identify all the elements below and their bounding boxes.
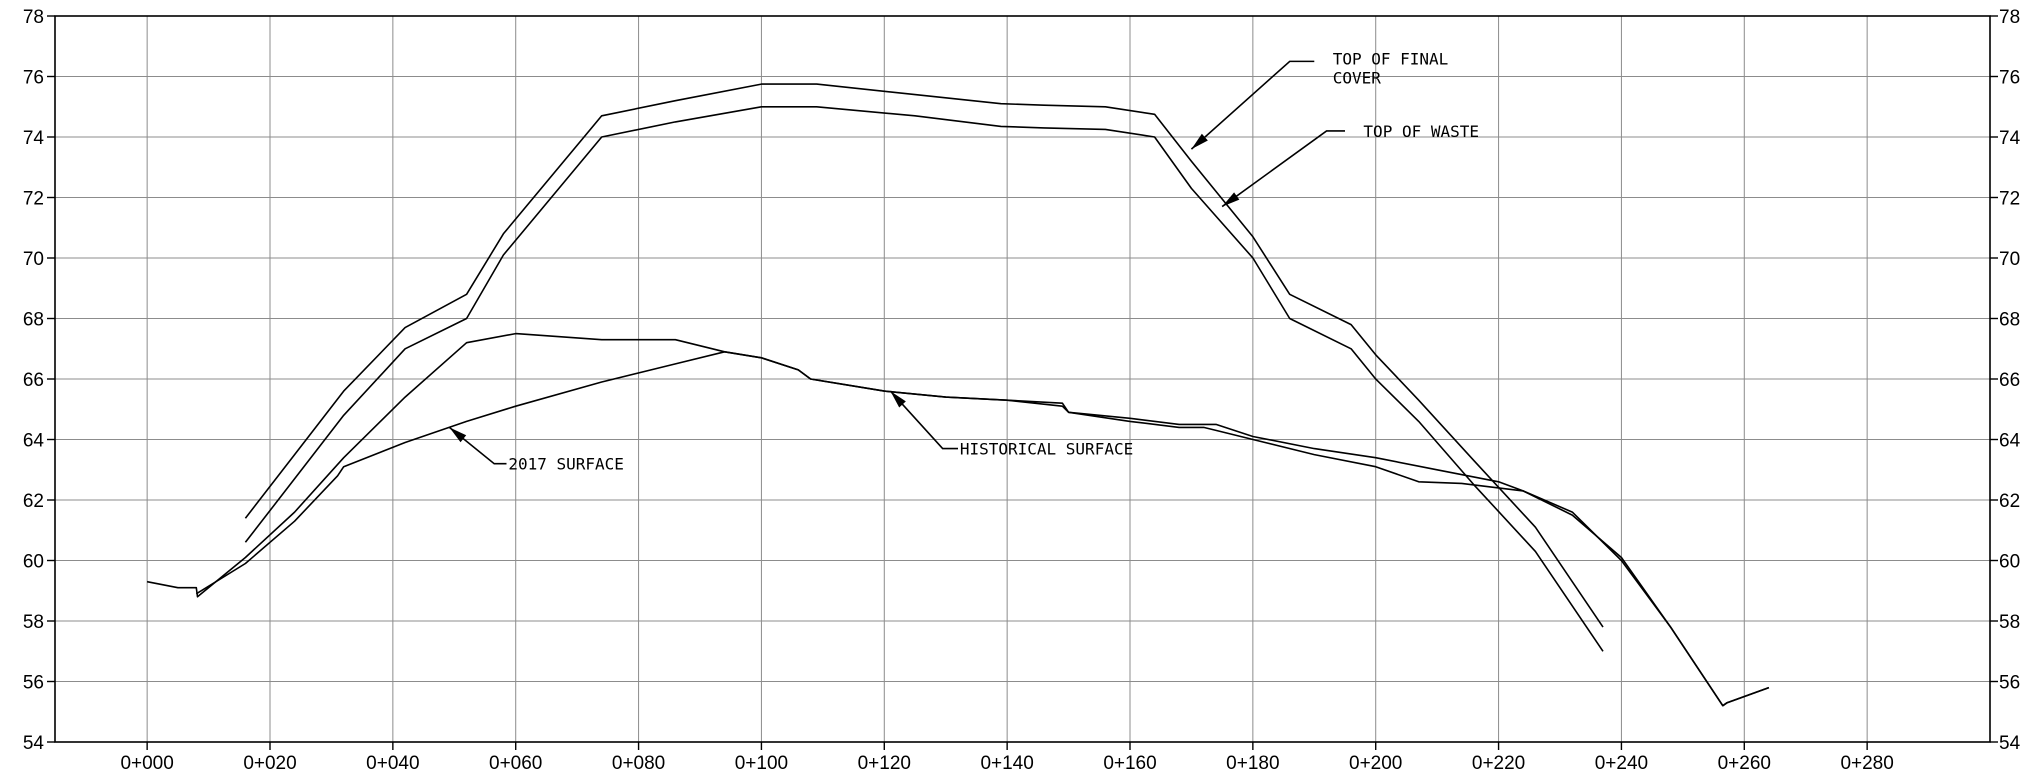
y-tick-label-left: 54 [23,733,45,754]
y-tick-label-left: 56 [23,673,44,694]
arrowhead-top-of-waste [1222,192,1240,207]
y-tick-label-right: 78 [1999,7,2020,28]
series-top-of-final-cover [244,83,1604,628]
x-tick-label: 0+000 [120,753,173,774]
y-tick-label-left: 60 [23,552,44,573]
y-tick-label-right: 60 [1999,552,2020,573]
x-tick-label: 0+220 [1472,753,1525,774]
y-tick-label-left: 78 [23,7,44,28]
y-tick-label-left: 70 [23,249,44,270]
y-tick-label-left: 74 [23,128,45,149]
y-tick-label-left: 58 [23,612,44,633]
series-top-of-waste [244,106,1604,652]
x-tick-label: 0+060 [489,753,542,774]
leader-top-of-waste [1221,130,1345,208]
annotation-top-of-waste: TOP OF WASTE [1363,122,1479,141]
leader-top-of-final-cover [1190,60,1315,150]
x-tick-label: 0+020 [243,753,296,774]
y-tick-label-right: 68 [1999,310,2020,331]
arrowhead-2017-surface [449,427,467,443]
series-lines [146,83,1770,707]
x-tick-label: 0+140 [980,753,1033,774]
x-tick-label: 0+280 [1840,753,1893,774]
x-tick-label: 0+080 [612,753,665,774]
y-tick-label-right: 54 [1999,733,2021,754]
y-tick-label-right: 72 [1999,189,2020,210]
x-tick-label: 0+260 [1718,753,1771,774]
series-historical-surface [195,350,1770,707]
y-tick-label-right: 58 [1999,612,2020,633]
x-tick-label: 0+100 [735,753,788,774]
y-tick-label-right: 64 [1999,431,2021,452]
x-tick-label: 0+240 [1595,753,1648,774]
annotation-historical-surface: HISTORICAL SURFACE [960,440,1133,459]
y-tick-label-left: 72 [23,189,44,210]
axis-tick-labels: 0+000 0+020 0+040 0+060 0+080 0+100 0+120 0+140… [23,7,2021,774]
annotation-2017-surface: 2017 SURFACE [508,455,624,474]
y-tick-label-right: 76 [1999,68,2020,89]
arrowhead-top-of-final-cover [1191,133,1208,150]
y-tick-label-right: 56 [1999,673,2020,694]
y-tick-label-left: 62 [23,491,44,512]
y-tick-label-right: 70 [1999,249,2020,270]
x-tick-label: 0+160 [1103,753,1156,774]
x-tick-label: 0+180 [1226,753,1279,774]
annotations: TOP OF FINAL COVER TOP OF WASTE 2017 SURFAC… [448,49,1479,474]
y-tick-label-left: 68 [23,310,44,331]
y-tick-label-left: 76 [23,68,44,89]
y-tick-label-right: 74 [1999,128,2021,149]
y-tick-label-left: 66 [23,370,44,391]
x-tick-label: 0+040 [366,753,419,774]
x-tick-label: 0+120 [858,753,911,774]
annotation-top-of-final-cover: TOP OF FINAL COVER [1333,49,1449,87]
y-tick-label-left: 64 [23,431,45,452]
arrowhead-historical-surface [890,391,906,408]
leader-historical-surface [889,390,958,450]
leader-2017-surface [448,426,507,465]
y-tick-label-right: 62 [1999,491,2020,512]
y-tick-label-right: 66 [1999,370,2020,391]
x-tick-label: 0+200 [1349,753,1402,774]
grid-lines [55,16,1990,742]
series-2017-surface [146,332,1770,707]
